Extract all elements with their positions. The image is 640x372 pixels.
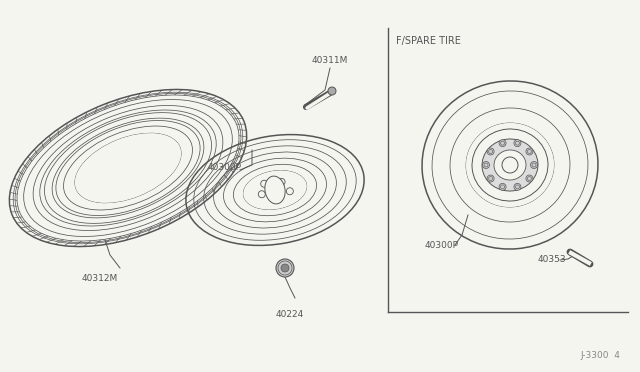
Ellipse shape [265, 176, 285, 204]
Ellipse shape [483, 161, 490, 169]
Ellipse shape [494, 150, 526, 180]
Text: 40300P: 40300P [208, 164, 242, 173]
Ellipse shape [526, 148, 533, 155]
Ellipse shape [278, 179, 285, 185]
Ellipse shape [259, 191, 265, 198]
Ellipse shape [328, 87, 336, 95]
Text: 40353: 40353 [538, 256, 566, 264]
Text: 40311M: 40311M [312, 56, 348, 65]
Ellipse shape [487, 175, 494, 182]
Ellipse shape [482, 139, 538, 191]
Ellipse shape [502, 157, 518, 173]
Ellipse shape [514, 183, 521, 190]
Ellipse shape [274, 195, 281, 202]
Ellipse shape [499, 140, 506, 147]
Ellipse shape [531, 161, 538, 169]
Ellipse shape [276, 259, 294, 277]
Ellipse shape [499, 183, 506, 190]
Ellipse shape [260, 180, 268, 187]
Ellipse shape [487, 148, 494, 155]
Text: F/SPARE TIRE: F/SPARE TIRE [396, 36, 461, 46]
Text: 40300P: 40300P [425, 241, 459, 250]
Ellipse shape [281, 264, 289, 272]
Text: J-3300  4: J-3300 4 [580, 351, 620, 360]
Text: 40224: 40224 [276, 310, 304, 319]
Ellipse shape [514, 140, 521, 147]
Ellipse shape [243, 170, 307, 209]
Ellipse shape [526, 175, 533, 182]
Ellipse shape [466, 123, 554, 207]
Ellipse shape [75, 133, 181, 203]
Ellipse shape [286, 188, 293, 195]
Text: 40312M: 40312M [82, 274, 118, 283]
